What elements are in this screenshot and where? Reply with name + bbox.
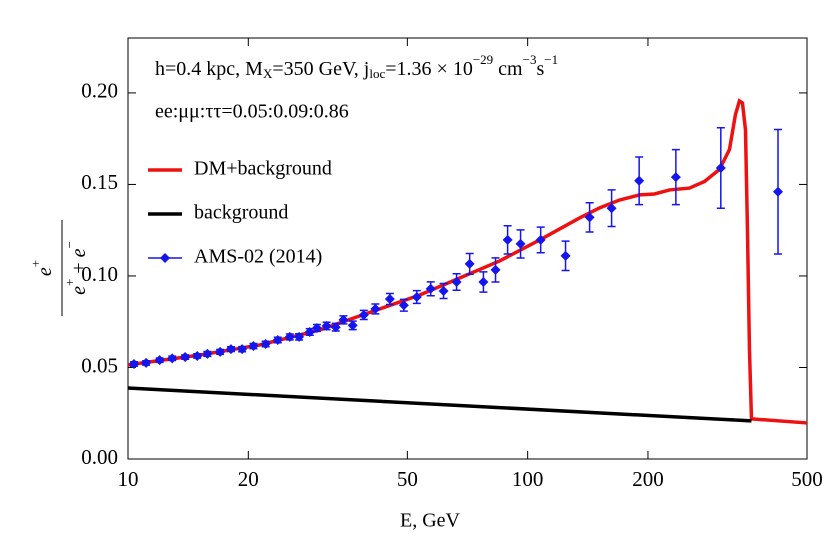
data-point [464, 258, 475, 269]
legend-label: DM+background [194, 158, 332, 180]
legend: DM+background background AMS-02 (2014) [148, 158, 332, 268]
annotation: ee:μμ:ττ=0.05:0.09:0.86 [155, 101, 349, 123]
data-point [384, 294, 395, 305]
data-point [202, 348, 213, 359]
data-point [715, 162, 726, 173]
x-axis-label: E, GeV [400, 510, 461, 532]
data-point [167, 353, 178, 364]
data-point [606, 203, 617, 214]
data-point [237, 344, 248, 355]
y-axis-label: e+ e+ + e− [28, 220, 90, 316]
x-tick-label: 50 [397, 467, 418, 491]
data-point [451, 276, 462, 287]
data-point [370, 303, 381, 314]
legend-marker [160, 253, 170, 263]
data-point [338, 314, 349, 325]
data-point [321, 320, 332, 331]
data-point [284, 331, 295, 342]
x-tick-label: 100 [512, 467, 544, 491]
data-point [634, 175, 645, 186]
data-point [225, 344, 236, 355]
data-point [347, 320, 358, 331]
data-point [260, 339, 271, 350]
data-point [670, 172, 681, 183]
data-point [128, 359, 139, 370]
legend-label: AMS-02 (2014) [194, 246, 322, 268]
y-tick-label: 0.05 [81, 353, 118, 377]
plot-frame [127, 37, 808, 460]
data-point [248, 341, 259, 352]
y-label-numerator: e+ [28, 260, 56, 276]
data-point [490, 264, 501, 275]
data-point [502, 234, 513, 245]
y-tick-label: 0.00 [81, 445, 118, 469]
data-point [192, 350, 203, 361]
legend-label: background [194, 202, 288, 224]
x-tick-label: 10 [118, 467, 139, 491]
data-point [411, 292, 422, 303]
y-tick-label: 0.20 [81, 79, 118, 103]
data-point [154, 355, 165, 366]
y-tick-label: 0.10 [81, 262, 118, 286]
data-point [180, 352, 191, 363]
data-point [425, 283, 436, 294]
data-point [358, 309, 369, 320]
data-point [294, 331, 305, 342]
data-point [215, 346, 226, 357]
x-tick-label: 20 [238, 467, 259, 491]
data-point [584, 212, 595, 223]
data-point [438, 285, 449, 296]
data-point [141, 357, 152, 368]
x-tick-label: 500 [791, 467, 823, 491]
data-point [773, 186, 784, 197]
data-point [478, 276, 489, 287]
data-point [330, 322, 341, 333]
data-point [304, 326, 315, 337]
series-line [127, 386, 752, 423]
y-tick-label: 0.15 [81, 170, 118, 194]
data-point [515, 238, 526, 249]
data-point [311, 322, 322, 333]
data-point [272, 335, 283, 346]
x-tick-label: 200 [632, 467, 664, 491]
y-label-denominator: e+ + e− [62, 241, 90, 295]
data-point [535, 234, 546, 245]
data-point [560, 250, 571, 261]
data-point [398, 300, 409, 311]
annotation: h=0.4 kpc, MX=350 GeV, jloc=1.36 × 10−29… [155, 52, 558, 81]
